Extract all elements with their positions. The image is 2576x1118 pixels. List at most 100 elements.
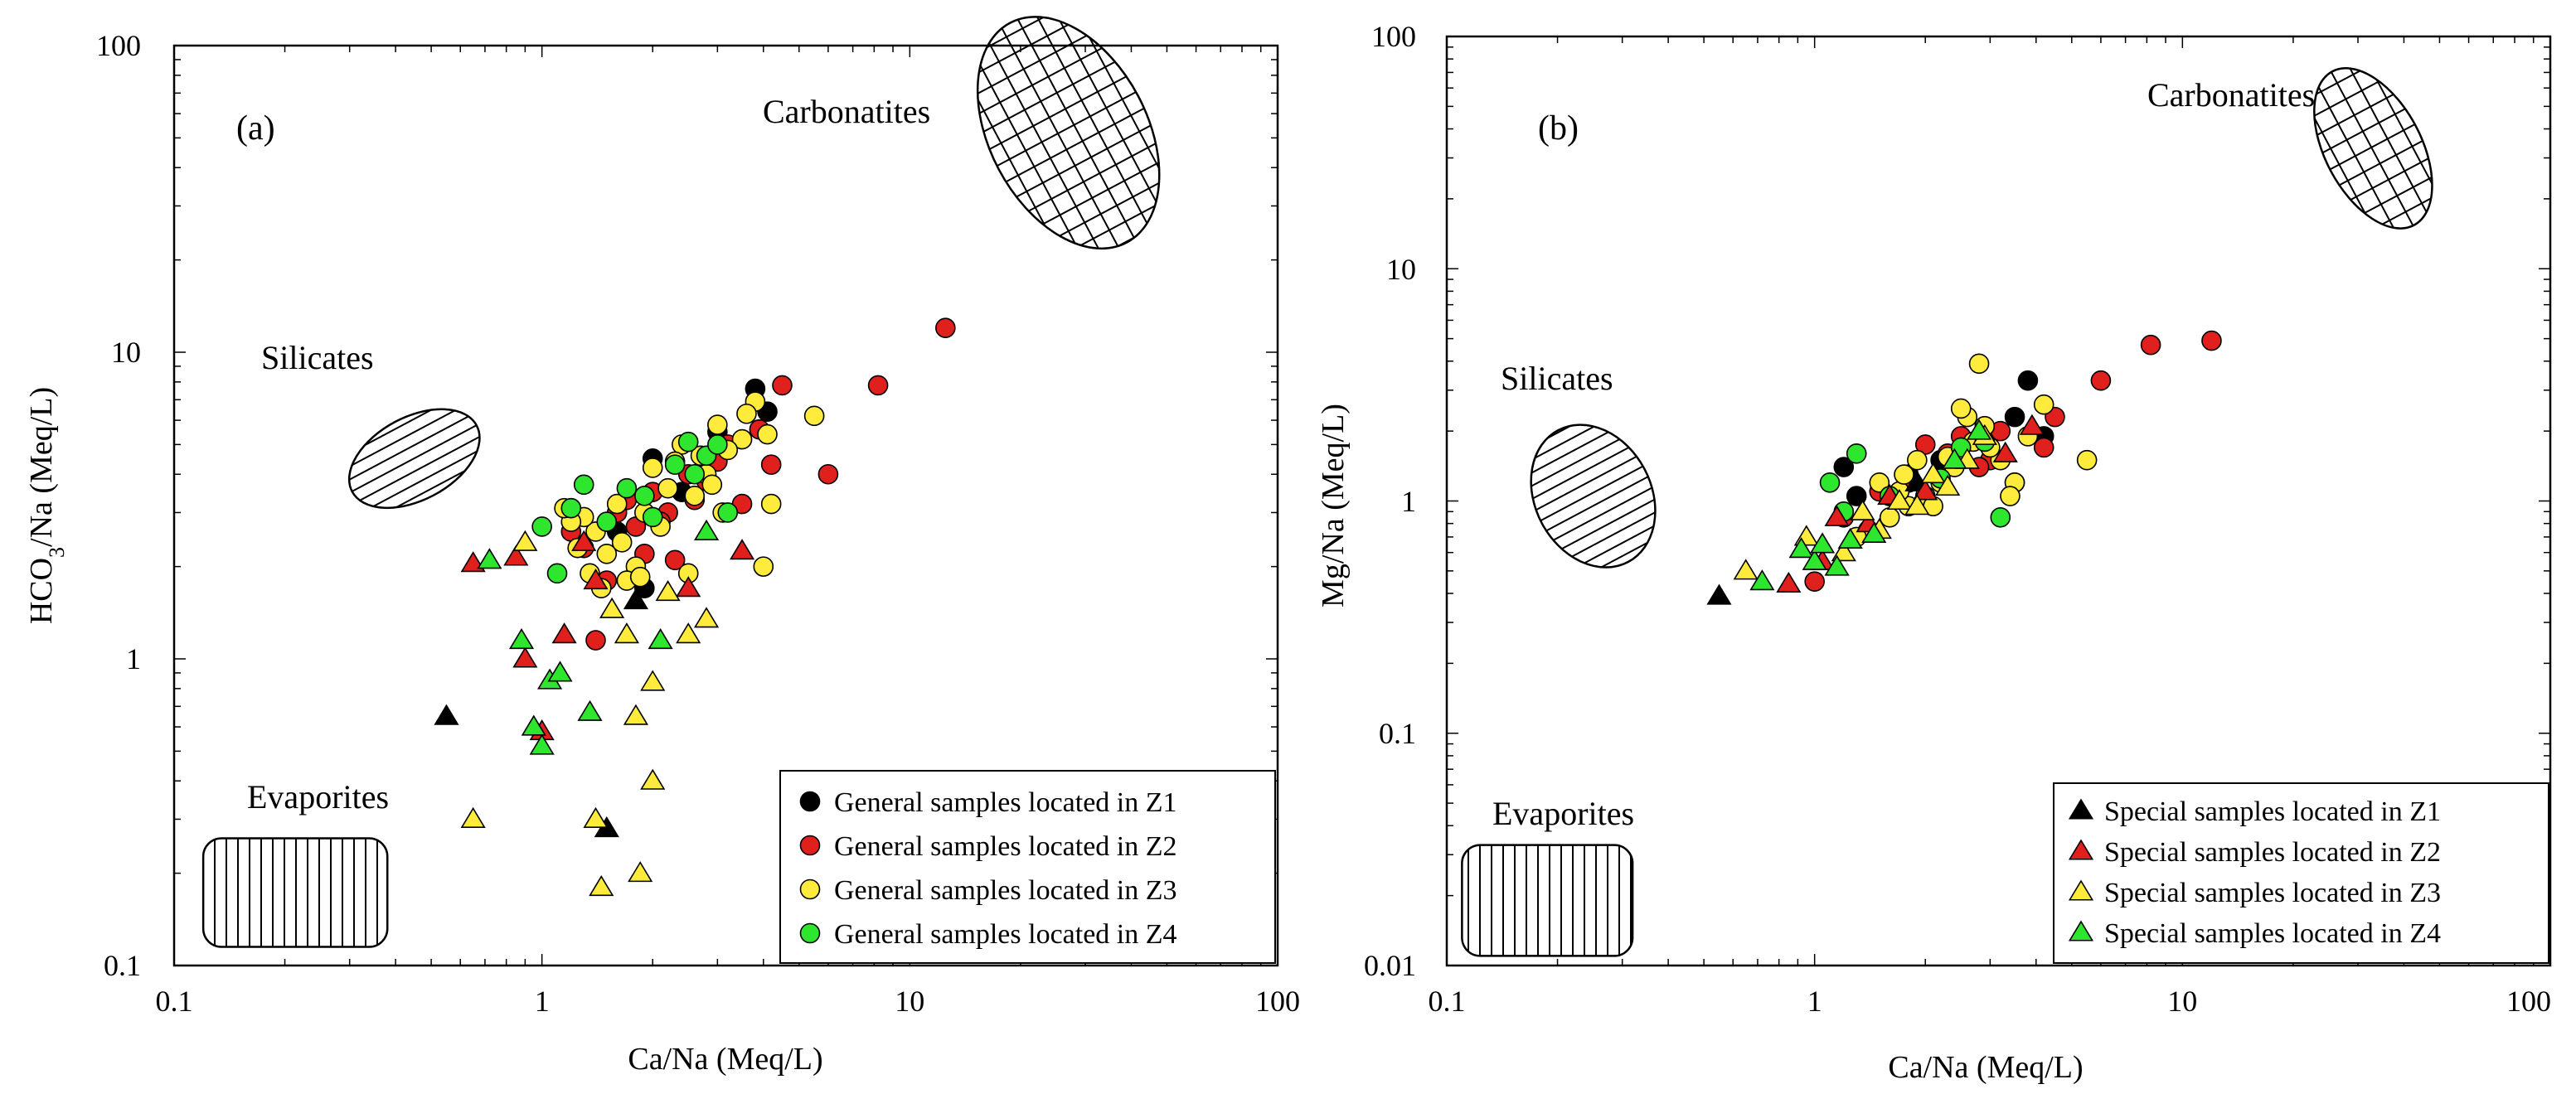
legend-label: Special samples located in Z3	[2104, 878, 2441, 908]
data-point	[1850, 499, 1875, 520]
data-point	[2090, 370, 2112, 391]
x-tick-label: 0.1	[1429, 985, 1466, 1018]
data-point	[1846, 486, 1867, 506]
data-point	[2019, 414, 2045, 435]
data-point	[701, 474, 723, 496]
data-point	[772, 375, 793, 396]
data-point	[2076, 449, 2098, 471]
x-tick-label: 10	[2167, 985, 2197, 1018]
data-point	[1831, 540, 1856, 562]
data-point	[676, 576, 701, 598]
data-point	[616, 477, 638, 499]
legend-label: General samples located in Z2	[834, 831, 1177, 862]
region-evaporites	[1461, 844, 1634, 957]
data-point	[935, 317, 956, 339]
data-point	[1966, 419, 1992, 440]
legend: Special samples located in Z1 Special sa…	[2053, 782, 2549, 964]
y-tick-label: 100	[1371, 20, 1416, 53]
data-point	[2140, 334, 2161, 356]
data-point	[1837, 527, 1863, 549]
legend-label: General samples located in Z4	[834, 919, 1177, 950]
data-point	[803, 405, 825, 427]
data-point	[684, 463, 706, 485]
data-point	[596, 511, 618, 532]
x-tick-label: 10	[895, 985, 924, 1018]
data-point	[1802, 549, 1827, 570]
legend-marker	[799, 835, 821, 856]
y-tick-label: 1	[1401, 485, 1416, 518]
data-point	[585, 630, 606, 651]
data-point	[760, 493, 782, 515]
data-point	[729, 539, 755, 560]
data-point	[642, 506, 663, 528]
data-point	[1861, 521, 1887, 544]
data-point	[693, 519, 720, 541]
y-axis-label: Mg/Na (Meq/L)	[1316, 404, 1351, 607]
data-points	[434, 317, 956, 897]
data-point	[573, 474, 594, 496]
data-point	[707, 434, 728, 455]
data-point	[1935, 474, 1961, 496]
x-axis-label: Ca/Na (Meq/L)	[1888, 1050, 2083, 1085]
data-point	[1833, 457, 1855, 477]
data-point	[657, 477, 678, 499]
data-point	[529, 733, 555, 755]
region-carbonatites	[976, 16, 1161, 250]
data-point	[717, 502, 739, 523]
data-point	[634, 486, 655, 506]
data-point	[1788, 537, 1814, 559]
data-point	[583, 568, 609, 590]
panel-b: 0.1 1 10 100 0.01 0.1 1 10 100 Ca/Na (Me…	[1316, 20, 2552, 1085]
data-point	[531, 516, 552, 537]
data-point	[640, 670, 666, 691]
x-axis-label: Ca/Na (Meq/L)	[628, 1042, 822, 1077]
data-point	[1950, 398, 1972, 419]
y-tick-label: 10	[111, 336, 141, 369]
region-label-carbonatites: Carbonatites	[2147, 76, 2315, 114]
data-point	[1990, 506, 2011, 528]
legend-label: Special samples located in Z4	[2104, 918, 2441, 949]
data-point	[760, 454, 782, 475]
data-point	[1913, 479, 1938, 501]
y-tick-label: 0.1	[1379, 717, 1416, 750]
data-point	[599, 597, 625, 618]
data-point	[596, 544, 618, 564]
data-point	[648, 627, 673, 650]
data-point	[503, 544, 529, 566]
legend-label: Special samples located in Z1	[2104, 796, 2441, 827]
data-point	[693, 607, 720, 628]
data-point	[1749, 569, 1775, 591]
panel-a: 0.1 1 10 100 0.1 1 10 100 Ca/Na (Meq/L) …	[24, 16, 1300, 1077]
panel-label: (b)	[1538, 109, 1579, 148]
panel-label: (a)	[236, 109, 275, 148]
data-point	[2017, 370, 2039, 391]
data-point	[512, 530, 538, 551]
data-point	[614, 622, 639, 644]
data-point	[1942, 448, 1967, 469]
legend-label: Special samples located in Z2	[2104, 837, 2441, 868]
data-point	[477, 548, 502, 569]
data-point	[655, 579, 681, 602]
legend-marker	[2068, 879, 2094, 901]
data-point	[684, 486, 706, 506]
data-point	[512, 646, 538, 668]
data-point	[1992, 441, 2018, 462]
data-point	[1920, 462, 1946, 484]
y-tick-label: 10	[1386, 253, 1416, 286]
data-point	[551, 622, 577, 644]
data-point	[1733, 559, 1759, 580]
data-point	[1894, 464, 1914, 485]
data-point	[2201, 330, 2222, 351]
data-point	[1886, 488, 1912, 511]
legend-marker	[2068, 798, 2094, 820]
x-tick-label: 1	[1807, 985, 1822, 1018]
data-point	[583, 806, 609, 829]
data-point	[640, 768, 666, 790]
data-point	[1819, 472, 1841, 493]
y-tick-label: 1	[126, 642, 141, 675]
region-label-silicates: Silicates	[261, 339, 374, 376]
data-point	[2033, 394, 2054, 415]
y-tick-label: 0.01	[1364, 949, 1416, 982]
data-point	[1869, 472, 1890, 493]
data-point	[521, 714, 546, 736]
